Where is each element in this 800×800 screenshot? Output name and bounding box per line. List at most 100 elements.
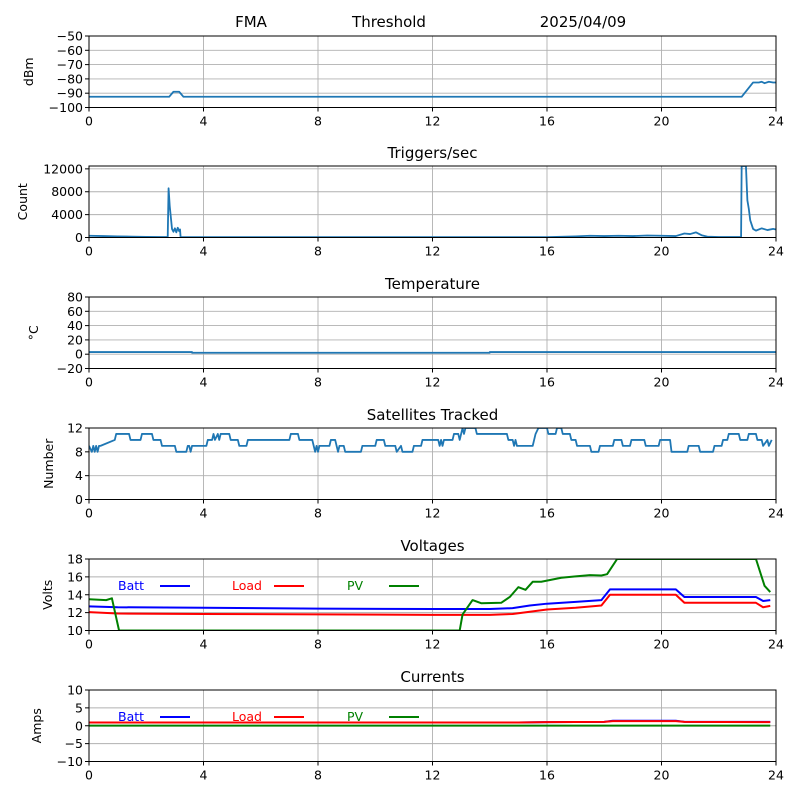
header-date: 2025/04/09: [540, 13, 626, 31]
y-axis-label: °C: [26, 325, 41, 340]
x-tick-label: 0: [85, 506, 93, 521]
y-tick-label: −60: [57, 43, 83, 58]
series-line-triggers: [89, 166, 776, 238]
legend-label: Load: [232, 578, 262, 593]
y-axis-label: Number: [41, 438, 56, 489]
legend-label: Batt: [118, 578, 144, 593]
y-axis-label: Volts: [40, 580, 55, 610]
chart-title: Satellites Tracked: [367, 406, 498, 424]
chart-panel-triggers: 0 4 8 12 16 20 24 0 4000 8000 12000 Triggers/sec Cou…: [15, 144, 784, 259]
y-tick-label: −80: [57, 71, 83, 86]
x-tick-label: 20: [654, 114, 670, 129]
y-tick-label: 8: [75, 444, 83, 459]
y-tick-label: −20: [57, 361, 83, 376]
y-tick-label: 0: [75, 492, 83, 507]
series-line-satellites: [89, 428, 773, 453]
x-tick-label: 12: [425, 375, 441, 390]
y-axis-label: Count: [15, 183, 30, 220]
x-tick-label: 24: [768, 244, 784, 259]
x-tick-label: 16: [539, 768, 555, 783]
x-tick-label: 0: [85, 375, 93, 390]
y-tick-label: −50: [57, 29, 83, 44]
x-tick-label: 0: [85, 244, 93, 259]
y-tick-label: 16: [67, 569, 83, 584]
chart-panel-satellites: 0 4 8 12 16 20 24 0 4 8 12 Satellites Tracked Number: [41, 406, 784, 521]
x-tick-label: 8: [314, 768, 322, 783]
y-tick-label: 0: [75, 230, 83, 245]
y-tick-label: 40: [67, 318, 83, 333]
series-line-load: [89, 593, 771, 616]
y-tick-label: −5: [65, 736, 83, 751]
legend-label: PV: [347, 578, 364, 593]
chart-title: Voltages: [400, 537, 464, 555]
x-tick-label: 12: [425, 637, 441, 652]
x-tick-label: 0: [85, 637, 93, 652]
y-tick-label: −90: [57, 86, 83, 101]
y-tick-label: 18: [67, 552, 83, 567]
x-tick-label: 4: [200, 637, 208, 652]
legend-item-pv: PV: [347, 578, 419, 593]
legend-item-batt: Batt: [118, 709, 190, 724]
x-tick-label: 24: [768, 768, 784, 783]
x-tick-label: 16: [539, 506, 555, 521]
series-line-batt: [89, 588, 771, 611]
y-tick-label: 5: [75, 700, 83, 715]
y-tick-label: 80: [67, 290, 83, 305]
x-tick-label: 12: [425, 244, 441, 259]
y-tick-label: 20: [67, 332, 83, 347]
x-tick-label: 8: [314, 114, 322, 129]
y-axis-label: dBm: [21, 57, 36, 86]
x-tick-label: 4: [200, 114, 208, 129]
x-tick-label: 16: [539, 637, 555, 652]
y-tick-label: 4: [75, 468, 83, 483]
series-line-load: [89, 720, 771, 724]
y-tick-label: 14: [67, 587, 83, 602]
x-tick-label: 0: [85, 768, 93, 783]
chart-panel-currents: 0 4 8 12 16 20 24 −10 −5 0 5 10 Currents Amps Batt Load…: [29, 668, 784, 783]
x-tick-label: 24: [768, 114, 784, 129]
x-tick-label: 12: [425, 114, 441, 129]
legend: Batt Load PV: [118, 578, 419, 593]
legend-label: PV: [347, 709, 364, 724]
y-tick-label: 12: [67, 605, 83, 620]
x-tick-label: 16: [539, 375, 555, 390]
series-line-threshold: [89, 80, 776, 98]
x-tick-label: 20: [654, 244, 670, 259]
x-tick-label: 12: [425, 506, 441, 521]
chart-panel-threshold: 0 4 8 12 16 20 24 −100−90−80−70−60−50 dBm: [21, 29, 784, 129]
legend-label: Load: [232, 709, 262, 724]
x-tick-label: 20: [654, 506, 670, 521]
y-tick-label: 12000: [43, 161, 83, 176]
chart-panel-voltages: 0 4 8 12 16 20 24 10 12 14 16 18 Voltages Volts Batt Lo…: [40, 537, 784, 652]
y-tick-label: 60: [67, 304, 83, 319]
x-tick-label: 24: [768, 375, 784, 390]
series-line-pv: [89, 559, 772, 631]
x-tick-label: 8: [314, 637, 322, 652]
x-tick-label: 8: [314, 375, 322, 390]
y-tick-label: −70: [57, 57, 83, 72]
header-site: FMA: [235, 13, 268, 31]
y-axis-label: Amps: [29, 708, 44, 743]
y-tick-label: 12: [67, 421, 83, 436]
x-tick-label: 20: [654, 375, 670, 390]
y-tick-label: 0: [75, 718, 83, 733]
y-tick-label: 8000: [51, 184, 83, 199]
chart-title: Triggers/sec: [387, 144, 478, 162]
figure-header: FMA Threshold 2025/04/09: [235, 13, 626, 31]
x-tick-label: 24: [768, 506, 784, 521]
x-tick-label: 4: [200, 768, 208, 783]
legend-item-pv: PV: [347, 709, 419, 724]
x-tick-label: 12: [425, 768, 441, 783]
legend-item-batt: Batt: [118, 578, 190, 593]
x-tick-label: 0: [85, 114, 93, 129]
x-tick-label: 16: [539, 114, 555, 129]
x-tick-label: 24: [768, 637, 784, 652]
x-tick-label: 4: [200, 506, 208, 521]
y-tick-label: 0: [75, 347, 83, 362]
header-mode: Threshold: [351, 13, 426, 31]
x-tick-label: 4: [200, 375, 208, 390]
legend-item-load: Load: [232, 709, 304, 724]
